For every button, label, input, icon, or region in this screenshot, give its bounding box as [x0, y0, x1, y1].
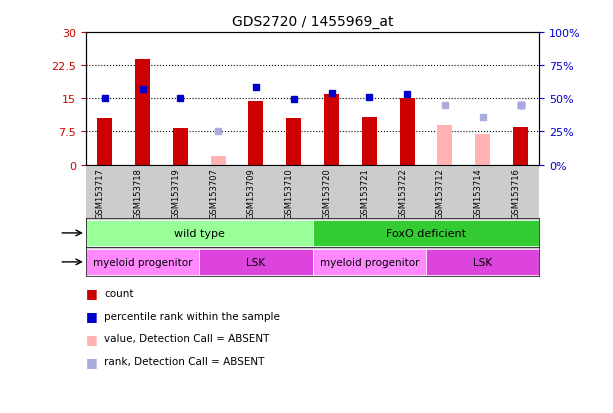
Text: ■: ■	[86, 332, 97, 345]
Text: GSM153722: GSM153722	[398, 168, 407, 218]
Text: ■: ■	[86, 355, 97, 368]
Bar	[362, 118, 377, 165]
Title: GDS2720 / 1455969_at: GDS2720 / 1455969_at	[232, 15, 394, 29]
Text: GSM153719: GSM153719	[171, 168, 180, 218]
Bar	[313, 221, 539, 246]
Bar	[86, 221, 313, 246]
Bar	[438, 126, 452, 165]
Bar	[86, 249, 199, 275]
Text: GSM153717: GSM153717	[96, 168, 105, 218]
Text: GSM153710: GSM153710	[284, 168, 294, 218]
Bar	[313, 249, 426, 275]
Text: GSM153718: GSM153718	[134, 168, 142, 218]
Bar	[513, 128, 528, 165]
Bar	[248, 101, 264, 165]
Text: rank, Detection Call = ABSENT: rank, Detection Call = ABSENT	[104, 356, 265, 366]
Bar	[400, 99, 414, 165]
Text: value, Detection Call = ABSENT: value, Detection Call = ABSENT	[104, 334, 270, 344]
Text: GSM153716: GSM153716	[511, 168, 520, 218]
Text: wild type: wild type	[174, 228, 224, 238]
Bar	[475, 134, 490, 165]
Bar	[199, 249, 313, 275]
Text: FoxO deficient: FoxO deficient	[386, 228, 466, 238]
Text: GSM153714: GSM153714	[474, 168, 483, 218]
Text: LSK: LSK	[246, 257, 265, 267]
Text: GSM153707: GSM153707	[209, 168, 218, 218]
Bar	[286, 119, 302, 165]
Text: LSK: LSK	[473, 257, 492, 267]
Text: percentile rank within the sample: percentile rank within the sample	[104, 311, 280, 321]
Text: ■: ■	[86, 309, 97, 323]
Text: count: count	[104, 288, 134, 298]
Bar	[173, 128, 188, 165]
Text: GSM153720: GSM153720	[322, 168, 332, 218]
Text: GSM153721: GSM153721	[360, 168, 369, 218]
Text: myeloid progenitor: myeloid progenitor	[319, 257, 419, 267]
Text: myeloid progenitor: myeloid progenitor	[93, 257, 192, 267]
Bar	[97, 119, 112, 165]
Bar	[324, 95, 339, 165]
Text: ■: ■	[86, 287, 97, 300]
Text: GSM153709: GSM153709	[247, 168, 256, 218]
Text: GSM153712: GSM153712	[436, 168, 445, 218]
Bar	[426, 249, 539, 275]
Bar	[211, 157, 226, 165]
Bar	[135, 59, 150, 165]
